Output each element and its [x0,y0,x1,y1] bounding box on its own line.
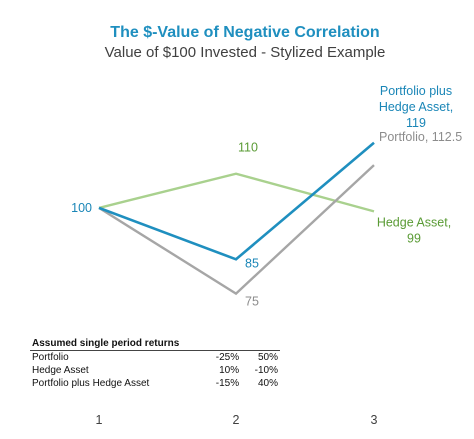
point-labels: 100 110 85 75 Portfolio, 112.5 Hedge Asset, 99… [71,84,462,309]
point-label-combo-3: Portfolio plus Hedge Asset, 119 [379,84,453,130]
series-line-portfolio [98,164,375,296]
point-label-hedge-3: Hedge Asset, 99 [377,215,451,245]
x-tick-label: 3 [371,413,378,427]
table-row: Portfolio -25% 50% [30,351,280,365]
table-row: Portfolio plus Hedge Asset -15% 40% [30,377,280,390]
point-label-combo-1: 100 [71,201,92,215]
series-line-combo [98,141,375,261]
table-row: Hedge Asset 10% -10% [30,364,280,377]
row-value: 10% [219,365,240,376]
row-value: -15% [215,378,240,389]
row-value: -25% [215,352,240,363]
row-label: Portfolio [32,352,69,363]
x-tick-label: 1 [96,413,103,427]
x-axis-ticks: 1 2 3 [96,413,378,427]
series-line-hedge [98,172,375,213]
point-label-portfolio-2: 75 [245,295,259,309]
point-label-portfolio-3: Portfolio, 112.5 [379,130,462,144]
row-value: 40% [257,378,278,389]
row-label: Hedge Asset [32,365,89,376]
chart-title: The $-Value of Negative Correlation [110,24,379,41]
returns-table: Assumed single period returns Portfolio … [30,337,280,390]
row-value: -10% [254,365,278,376]
point-label-combo-2: 85 [245,256,259,270]
point-label-hedge-2: 110 [238,141,258,155]
table-header: Assumed single period returns [30,337,280,351]
x-tick-label: 2 [233,413,240,427]
series-layer [98,141,375,296]
row-value: 50% [257,352,278,363]
row-label: Portfolio plus Hedge Asset [32,378,150,389]
chart-subtitle: Value of $100 Invested - Stylized Exampl… [105,44,386,61]
